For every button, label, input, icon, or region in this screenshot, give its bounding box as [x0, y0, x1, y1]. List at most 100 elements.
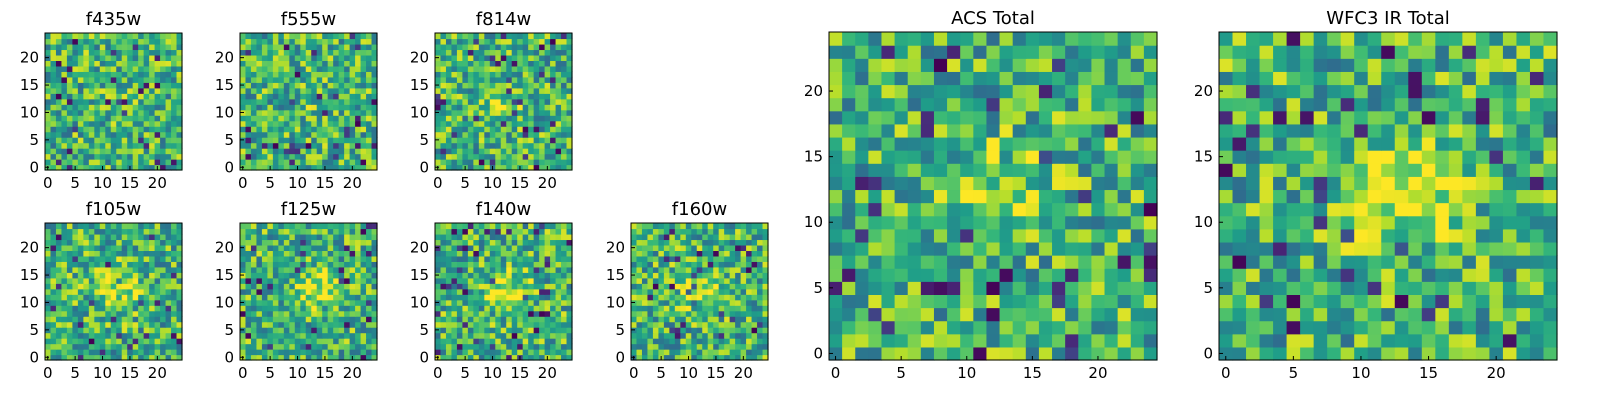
heatmap-cell	[154, 93, 161, 100]
heatmap-cell	[283, 93, 290, 100]
heatmap-cell	[105, 126, 112, 133]
heatmap-cell	[456, 228, 463, 235]
heatmap-cell	[366, 272, 373, 279]
heatmap-cell	[138, 109, 145, 116]
heatmap-cell	[674, 261, 681, 268]
heatmap-cell	[327, 316, 334, 323]
heatmap-cell	[121, 126, 128, 133]
heatmap-cell	[757, 305, 764, 312]
heatmap-cell	[138, 283, 145, 290]
heatmap-cell	[555, 354, 562, 361]
heatmap-cell	[294, 98, 301, 105]
heatmap-cell	[261, 54, 268, 61]
heatmap-cell	[561, 338, 568, 345]
heatmap-cell	[467, 38, 474, 45]
heatmap-cell	[550, 233, 557, 241]
heatmap-cell	[333, 54, 340, 61]
heatmap-cell	[366, 283, 373, 290]
heatmap-cell	[960, 176, 974, 191]
axes-frame	[239, 32, 378, 171]
heatmap-cell	[539, 305, 546, 312]
heatmap-cell	[300, 164, 307, 171]
heatmap-cell	[72, 137, 79, 144]
heatmap-cell	[631, 316, 638, 323]
heatmap-cell	[83, 164, 90, 171]
heatmap-cell	[522, 239, 529, 246]
heatmap-cell	[842, 333, 856, 348]
heatmap-cell	[533, 49, 540, 56]
heatmap-cell	[550, 33, 557, 40]
heatmap-cell	[500, 33, 507, 40]
heatmap-cell	[160, 283, 167, 290]
heatmap-cell	[707, 288, 714, 295]
heatmap-cell	[322, 255, 329, 262]
heatmap-cell	[1143, 281, 1158, 295]
heatmap-cell	[1117, 189, 1132, 204]
heatmap-cell	[110, 49, 117, 56]
heatmap-cell	[456, 38, 463, 45]
heatmap-cell	[99, 316, 106, 323]
heatmap-cell	[110, 233, 117, 241]
heatmap-cell	[631, 223, 638, 230]
heatmap-cell	[696, 294, 703, 301]
heatmap-cell	[539, 148, 546, 155]
heatmap-cell	[894, 333, 909, 348]
heatmap-cell	[311, 338, 318, 345]
heatmap-cell	[435, 148, 442, 155]
heatmap-cell	[300, 104, 307, 111]
heatmap-cell	[338, 131, 345, 138]
heatmap-cell	[1052, 215, 1066, 230]
heatmap-cell	[267, 272, 274, 279]
heatmap-cell	[478, 272, 485, 279]
heatmap-cell	[894, 281, 909, 295]
heatmap-cell	[305, 332, 312, 339]
heatmap-cell	[278, 250, 285, 257]
heatmap-cell	[1078, 346, 1092, 361]
heatmap-cell	[267, 60, 274, 67]
heatmap-cell	[171, 244, 178, 251]
heatmap-cell	[1091, 333, 1106, 348]
heatmap-cell	[435, 338, 442, 345]
heatmap-cell	[631, 283, 638, 290]
heatmap-cell	[669, 305, 676, 312]
heatmap-cell	[300, 299, 307, 306]
heatmap-cell	[663, 250, 670, 257]
heatmap-cell	[1117, 136, 1132, 151]
heatmap-cell	[311, 294, 318, 301]
heatmap-cell	[680, 272, 687, 279]
heatmap-cell	[757, 228, 764, 235]
heatmap-cell	[283, 261, 290, 268]
heatmap-cell	[1038, 163, 1053, 177]
heatmap-cell	[517, 126, 524, 133]
heatmap-cell	[566, 131, 573, 138]
heatmap-cell	[1065, 189, 1079, 204]
heatmap-cell	[245, 354, 252, 361]
heatmap-cell	[517, 299, 524, 306]
heatmap-cell	[544, 87, 551, 94]
heatmap-cell	[261, 164, 268, 171]
heatmap-cell	[338, 137, 345, 144]
heatmap-cell	[484, 137, 491, 144]
heatmap-cell	[1038, 307, 1053, 322]
heatmap-cell	[176, 153, 183, 160]
heatmap-cell	[555, 305, 562, 312]
heatmap-cell	[495, 87, 502, 94]
heatmap-cell	[517, 137, 524, 144]
heatmap-cell	[261, 93, 268, 100]
heatmap-cell	[636, 299, 643, 306]
heatmap-cell	[77, 283, 84, 290]
heatmap-cell	[55, 321, 63, 328]
heatmap-cell	[561, 65, 568, 72]
heatmap-cell	[696, 223, 703, 230]
heatmap-cell	[355, 299, 362, 306]
heatmap-cell	[907, 241, 922, 256]
heatmap-cell	[121, 283, 128, 290]
heatmap-cell	[718, 261, 725, 268]
heatmap-cell	[1052, 268, 1066, 282]
heatmap-cell	[240, 233, 247, 241]
heatmap-cell	[338, 126, 345, 133]
heatmap-cell	[88, 164, 95, 171]
heatmap-cell	[467, 277, 474, 284]
heatmap-cell	[94, 65, 101, 72]
heatmap-cell	[894, 307, 909, 322]
